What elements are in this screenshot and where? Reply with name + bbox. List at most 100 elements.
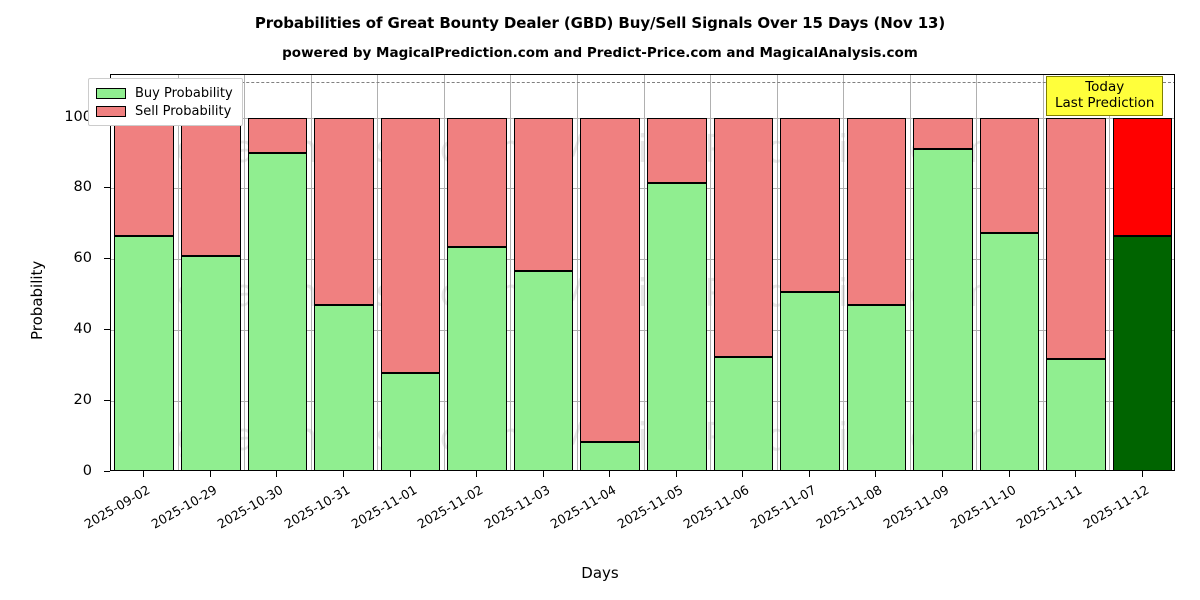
- x-tick-mark: [742, 471, 744, 477]
- bar-segment-buy[interactable]: [646, 183, 707, 470]
- bar-segment-buy[interactable]: [380, 373, 441, 470]
- bar-group[interactable]: [713, 75, 774, 470]
- bar-segment-buy[interactable]: [580, 442, 640, 470]
- bar-segment-buy[interactable]: [780, 291, 840, 470]
- bar-segment-buy[interactable]: [114, 235, 175, 470]
- bar-segment-sell[interactable]: [181, 117, 241, 256]
- x-tick-label: 2025-11-12: [1080, 482, 1152, 532]
- chart-legend: Buy Probability Sell Probability: [88, 78, 243, 126]
- chart-subtitle: powered by MagicalPrediction.com and Pre…: [282, 45, 918, 61]
- x-tick-label: 2025-11-02: [414, 482, 486, 532]
- gridline-vertical: [776, 75, 778, 470]
- y-tick-mark: [104, 471, 110, 472]
- bar-group[interactable]: [580, 75, 640, 470]
- legend-swatch: [96, 87, 126, 99]
- x-tick-mark: [675, 471, 677, 477]
- bar-segment-sell[interactable]: [314, 117, 374, 305]
- x-tick-mark: [609, 471, 611, 477]
- reference-dashed-line: [111, 82, 1174, 84]
- bar-segment-sell[interactable]: [247, 117, 308, 153]
- gridline-vertical: [1109, 75, 1111, 470]
- x-tick-mark: [542, 471, 544, 477]
- gridline-horizontal: [111, 188, 1174, 190]
- bar-segment-sell[interactable]: [846, 117, 907, 306]
- bar-segment-buy[interactable]: [1046, 359, 1106, 470]
- y-tick-label: 20: [73, 392, 92, 409]
- x-tick-mark: [1008, 471, 1010, 477]
- x-tick-label: 2025-10-31: [281, 482, 353, 532]
- bar-segment-sell[interactable]: [713, 117, 774, 357]
- bar-segment-buy[interactable]: [846, 305, 907, 470]
- bar-group[interactable]: [1046, 75, 1106, 470]
- bar-segment-buy[interactable]: [1112, 235, 1173, 470]
- bar-segment-sell[interactable]: [646, 117, 707, 184]
- bar-segment-buy[interactable]: [979, 233, 1040, 470]
- today-label: Today: [1085, 79, 1125, 95]
- gridline-vertical: [710, 75, 712, 470]
- bar-segment-sell[interactable]: [580, 117, 640, 443]
- bar-segment-buy[interactable]: [181, 255, 241, 470]
- gridline-horizontal: [111, 117, 1174, 119]
- bar-group[interactable]: [114, 75, 175, 470]
- y-tick-label: 60: [73, 250, 92, 267]
- bar-segment-buy[interactable]: [713, 356, 774, 470]
- bar-group[interactable]: [913, 75, 973, 470]
- bar-group[interactable]: [247, 75, 308, 470]
- bar-group[interactable]: [1112, 75, 1173, 470]
- x-tick-label: 2025-11-08: [814, 482, 885, 532]
- bar-segment-sell[interactable]: [1112, 117, 1173, 236]
- bar-group[interactable]: [447, 75, 507, 470]
- bar-segment-sell[interactable]: [114, 117, 175, 236]
- x-tick-label: 2025-11-06: [680, 482, 752, 532]
- y-tick-mark: [104, 400, 110, 402]
- y-tick-label: 40: [73, 321, 92, 338]
- gridline-vertical: [443, 75, 445, 470]
- bar-segment-buy[interactable]: [447, 246, 507, 470]
- gridline-vertical: [976, 75, 978, 470]
- bar-group[interactable]: [380, 75, 441, 470]
- gridline-horizontal: [111, 259, 1174, 261]
- x-tick-mark: [875, 471, 877, 477]
- gridline-vertical: [244, 75, 246, 470]
- bar-group[interactable]: [846, 75, 907, 470]
- bar-segment-sell[interactable]: [780, 117, 840, 292]
- bar-group[interactable]: [979, 75, 1040, 470]
- last-prediction-label: Last Prediction: [1055, 94, 1155, 111]
- gridline-horizontal: [111, 330, 1174, 332]
- bar-segment-buy[interactable]: [513, 270, 574, 470]
- x-tick-label: 2025-11-04: [547, 482, 619, 532]
- bar-segment-sell[interactable]: [913, 117, 973, 149]
- x-tick-mark: [276, 471, 278, 477]
- bar-segment-sell[interactable]: [979, 117, 1040, 234]
- bar-group[interactable]: [646, 75, 707, 470]
- bar-segment-buy[interactable]: [247, 152, 308, 470]
- bar-segment-sell[interactable]: [1046, 117, 1106, 360]
- chart-title: Probabilities of Great Bounty Dealer (GB…: [254, 14, 946, 32]
- x-tick-mark: [1141, 471, 1143, 477]
- x-tick-mark: [1075, 471, 1077, 477]
- x-tick-mark: [808, 471, 810, 477]
- plot-area: MagicalAnalysis.comMagicalPrediction.com…: [110, 74, 1175, 471]
- bar-segment-sell[interactable]: [447, 117, 507, 247]
- legend-item[interactable]: Buy Probability: [96, 84, 233, 102]
- bar-group[interactable]: [513, 75, 574, 470]
- legend-item[interactable]: Sell Probability: [96, 102, 233, 120]
- bar-group[interactable]: [181, 75, 241, 470]
- bar-segment-buy[interactable]: [913, 148, 973, 470]
- gridline-vertical: [576, 75, 578, 470]
- bar-segment-sell[interactable]: [513, 117, 574, 271]
- gridline-vertical: [377, 75, 379, 470]
- bar-segment-sell[interactable]: [380, 117, 441, 374]
- gridline-vertical: [909, 75, 911, 470]
- y-tick-mark: [104, 187, 110, 189]
- x-axis-label: Days: [581, 564, 619, 582]
- today-annotation: Today Last Prediction: [1046, 76, 1164, 117]
- y-tick-label: 0: [82, 463, 92, 479]
- bar-segment-buy[interactable]: [314, 304, 374, 470]
- gridline-vertical: [177, 75, 179, 470]
- x-tick-label: 2025-11-09: [880, 482, 952, 532]
- y-tick-mark: [104, 258, 110, 260]
- bar-group[interactable]: [780, 75, 840, 470]
- gridline-vertical: [310, 75, 312, 470]
- bar-group[interactable]: [314, 75, 374, 470]
